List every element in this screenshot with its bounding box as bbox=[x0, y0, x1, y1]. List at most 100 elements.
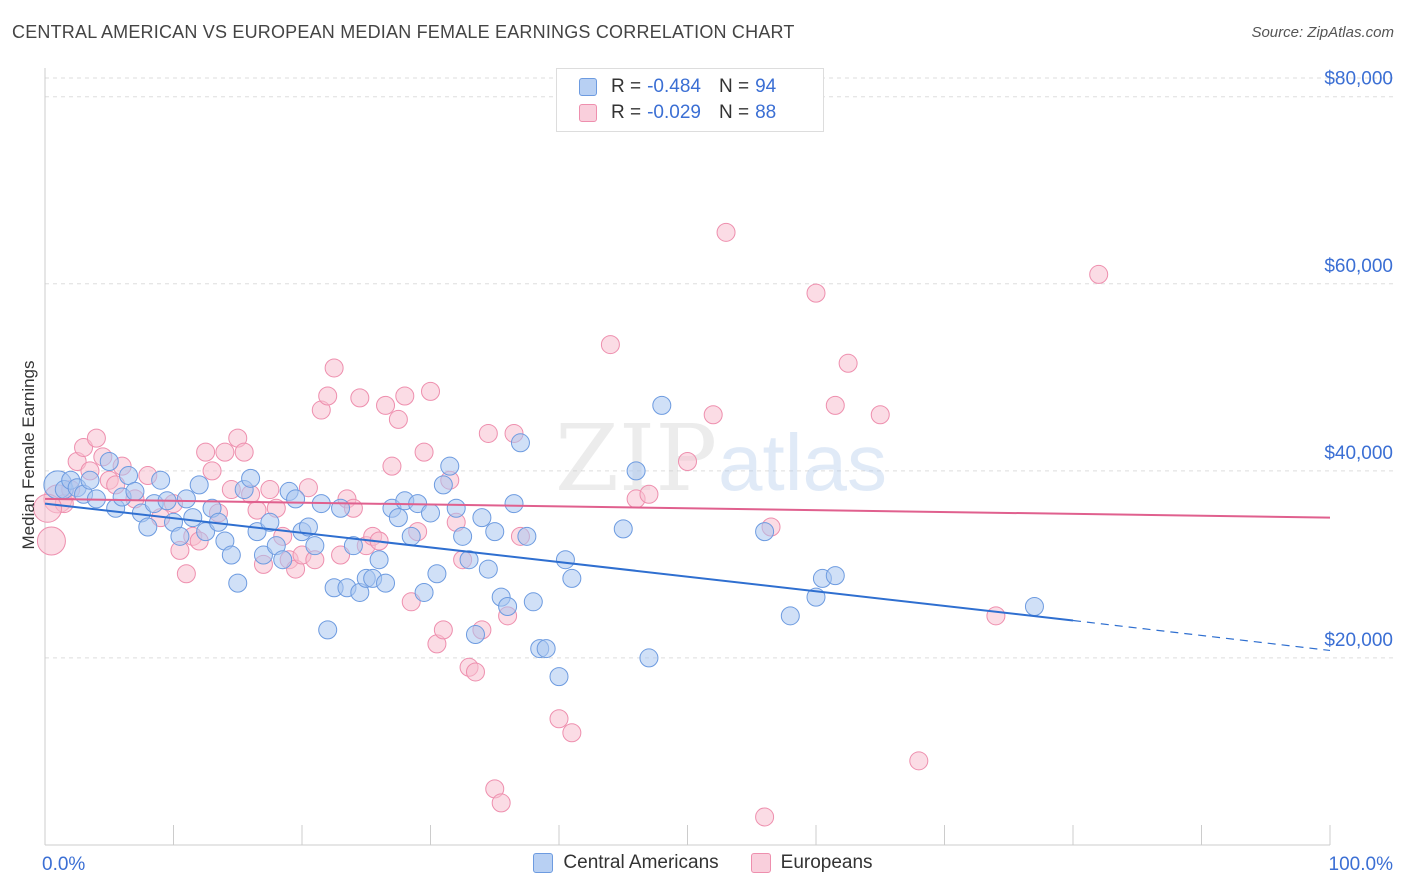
legend-row-europeans: R = -0.029 N = 88 bbox=[579, 101, 776, 125]
data-point bbox=[343, 536, 363, 556]
y-tick-label: $80,000 bbox=[1324, 69, 1393, 90]
data-point bbox=[510, 433, 530, 453]
legend-swatch-pink bbox=[579, 104, 597, 122]
tick-labels: $20,000 $40,000 $60,000 $80,000 0.0% 100.0% bbox=[42, 69, 1393, 875]
data-point bbox=[196, 442, 216, 462]
data-point bbox=[260, 512, 280, 532]
data-point bbox=[555, 550, 575, 570]
data-point bbox=[755, 522, 775, 542]
data-point bbox=[382, 456, 402, 476]
series-swatch-pink bbox=[750, 853, 771, 873]
data-point bbox=[215, 442, 235, 462]
data-point bbox=[388, 508, 408, 528]
data-point bbox=[825, 566, 845, 586]
data-point bbox=[234, 442, 254, 462]
data-point bbox=[350, 388, 370, 408]
axes bbox=[44, 68, 1331, 846]
data-point bbox=[119, 466, 139, 486]
data-point bbox=[253, 545, 273, 565]
data-point bbox=[491, 793, 511, 813]
data-point bbox=[549, 667, 569, 687]
data-point bbox=[421, 503, 440, 523]
legend-n-value: 94 bbox=[755, 76, 777, 97]
trend-line-europeans bbox=[44, 497, 1331, 519]
data-point bbox=[433, 475, 453, 495]
watermark-atlas: atlas bbox=[718, 418, 887, 507]
data-point bbox=[221, 545, 241, 565]
series-swatch-blue bbox=[533, 853, 554, 873]
data-point bbox=[228, 573, 248, 593]
data-point bbox=[986, 606, 1006, 626]
data-point bbox=[549, 709, 569, 729]
data-point bbox=[388, 409, 408, 429]
legend-n-label: N = bbox=[718, 76, 750, 97]
data-point bbox=[376, 395, 396, 415]
data-point bbox=[170, 526, 190, 546]
series-legend-europeans[interactable]: Europeans bbox=[750, 852, 873, 874]
y-tick-label: $60,000 bbox=[1324, 256, 1393, 277]
legend-n-value: 88 bbox=[755, 102, 777, 123]
data-point bbox=[427, 564, 447, 584]
trend-line-extension bbox=[1072, 619, 1331, 652]
data-point bbox=[639, 484, 659, 504]
gridlines bbox=[45, 77, 1395, 659]
data-point bbox=[652, 395, 672, 415]
data-point bbox=[369, 550, 389, 570]
legend-r-label: R = bbox=[611, 102, 642, 123]
data-point bbox=[870, 405, 890, 425]
data-point bbox=[536, 639, 556, 659]
data-point bbox=[414, 442, 434, 462]
data-point bbox=[465, 625, 485, 645]
x-tick-label: 100.0% bbox=[1329, 854, 1394, 875]
data-point bbox=[562, 568, 582, 588]
data-point bbox=[86, 428, 106, 448]
data-point bbox=[401, 526, 421, 546]
correlation-legend: R = -0.484 N = 94 R = -0.029 N = 88 bbox=[556, 68, 824, 132]
data-point bbox=[446, 498, 466, 518]
data-point bbox=[74, 437, 94, 457]
y-tick-label: $20,000 bbox=[1324, 630, 1393, 651]
data-point bbox=[562, 723, 582, 743]
data-point bbox=[459, 550, 479, 570]
data-point bbox=[433, 620, 453, 640]
series-legend: Central Americans Europeans bbox=[0, 852, 1406, 874]
series-legend-central-americans[interactable]: Central Americans bbox=[533, 852, 719, 874]
data-point bbox=[478, 423, 498, 443]
data-point bbox=[485, 522, 505, 542]
data-point bbox=[414, 582, 434, 602]
data-point bbox=[298, 517, 318, 537]
data-point bbox=[755, 807, 775, 827]
data-point bbox=[138, 517, 158, 537]
legend-r-label: R = bbox=[611, 76, 642, 97]
data-point bbox=[331, 498, 351, 518]
data-point bbox=[626, 461, 646, 481]
data-point bbox=[440, 456, 460, 476]
central-americans-points bbox=[43, 395, 1044, 687]
data-point bbox=[176, 489, 196, 509]
data-point bbox=[1024, 596, 1044, 616]
data-point bbox=[465, 662, 485, 682]
data-point bbox=[504, 494, 524, 514]
data-point bbox=[189, 475, 209, 495]
data-point bbox=[517, 526, 537, 546]
data-point bbox=[678, 452, 697, 471]
legend-r-value: -0.029 bbox=[647, 102, 701, 123]
data-point bbox=[318, 386, 338, 406]
data-point bbox=[780, 606, 800, 626]
legend-row-central-americans: R = -0.484 N = 94 bbox=[579, 75, 776, 99]
data-point bbox=[241, 468, 261, 488]
data-point bbox=[703, 405, 723, 425]
data-point bbox=[202, 461, 222, 481]
legend-swatch-blue bbox=[579, 78, 597, 96]
chart-title: CENTRAL AMERICAN VS EUROPEAN MEDIAN FEMA… bbox=[12, 22, 795, 42]
data-point bbox=[421, 381, 440, 401]
data-point bbox=[401, 592, 421, 612]
data-point bbox=[151, 470, 171, 490]
data-point bbox=[478, 559, 498, 579]
data-point bbox=[825, 395, 845, 415]
data-point bbox=[453, 526, 473, 546]
y-axis-label: Median Female Earnings bbox=[19, 361, 38, 550]
series-label: Europeans bbox=[780, 852, 873, 873]
data-point bbox=[806, 283, 826, 303]
y-tick-label: $40,000 bbox=[1324, 443, 1393, 464]
